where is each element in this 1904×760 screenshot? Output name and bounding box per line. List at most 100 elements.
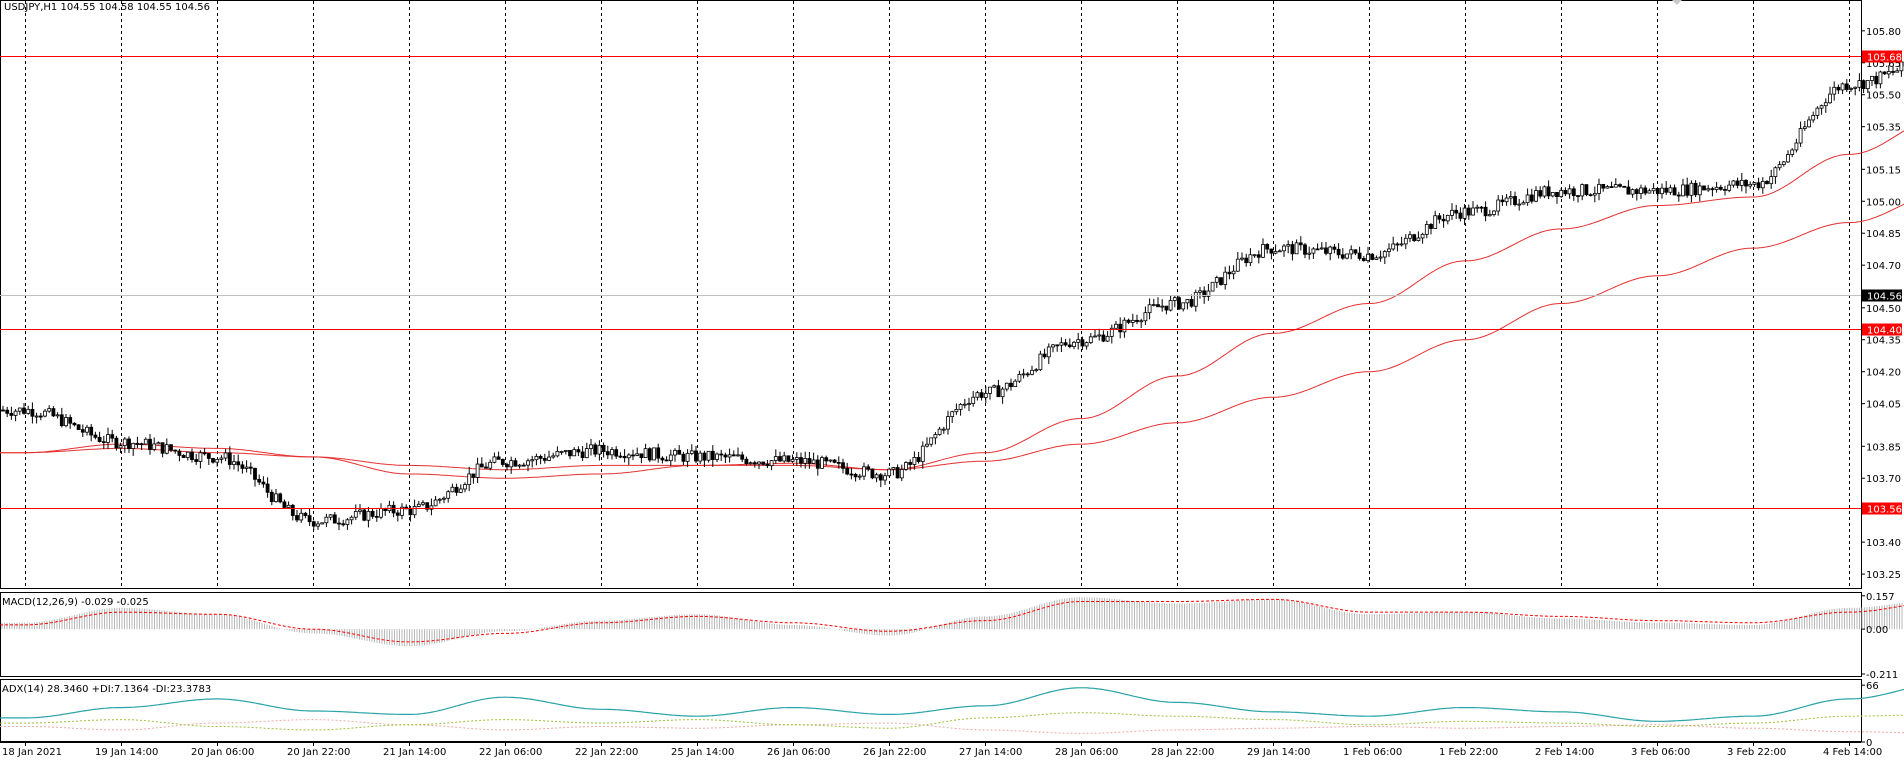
candle	[1693, 180, 1698, 198]
candle-body	[1332, 246, 1337, 250]
candle-body	[1042, 353, 1047, 358]
candle	[622, 449, 627, 463]
candle-body	[1118, 323, 1123, 333]
candle	[1097, 328, 1102, 341]
candle-body	[668, 454, 673, 462]
candle-body	[1735, 180, 1740, 186]
candle	[1639, 184, 1643, 199]
candle-body	[295, 515, 299, 521]
candle	[1744, 179, 1748, 194]
candle	[920, 441, 925, 469]
candle	[1118, 317, 1123, 339]
candle	[51, 406, 56, 418]
candle	[656, 443, 661, 463]
candle	[17, 407, 22, 415]
adx-panel[interactable]: ADX(14) 28.3460 +DI:7.1364 -DI:23.3783	[0, 679, 1904, 742]
candle-body	[1790, 149, 1795, 155]
candle-body	[391, 504, 396, 514]
candle-body	[778, 456, 782, 462]
candle-body	[1034, 369, 1039, 372]
candle	[1420, 232, 1425, 244]
candle	[227, 446, 232, 470]
candle	[580, 446, 585, 461]
candle	[5, 406, 10, 418]
candle	[832, 459, 837, 464]
candle-body	[1353, 249, 1358, 254]
candle	[866, 464, 871, 472]
candle	[618, 452, 623, 459]
time-tick-label: 4 Feb 14:00	[1823, 747, 1882, 758]
candle-body	[1319, 247, 1324, 250]
candle	[1231, 265, 1236, 280]
scroll-marker-icon[interactable]	[1672, 0, 1682, 5]
candle	[169, 444, 173, 453]
candle	[471, 473, 476, 484]
candle	[820, 455, 824, 469]
macd-panel[interactable]: MACD(12,26,9) -0.029 -0.025	[0, 592, 1904, 677]
candle	[1214, 275, 1219, 288]
candle-body	[799, 457, 803, 464]
candle-body	[76, 424, 81, 430]
candle	[1256, 250, 1261, 264]
candle	[1651, 183, 1656, 195]
candle-body	[954, 409, 959, 413]
candle	[500, 458, 505, 467]
candle	[954, 403, 959, 415]
candle-body	[967, 403, 971, 405]
candle-body	[13, 410, 18, 416]
candle-body	[278, 493, 283, 503]
candle	[962, 398, 967, 409]
candle-body	[1882, 71, 1887, 75]
candle	[106, 427, 110, 449]
horizontal-levels[interactable]	[0, 56, 1861, 509]
candle-body	[1193, 291, 1198, 307]
candle	[127, 436, 131, 453]
time-axis[interactable]: 18 Jan 2021 19 Jan 14:00 20 Jan 06:00 20 Ja…	[0, 742, 1904, 758]
macd-panel-frame	[0, 592, 1862, 677]
candle-body	[1660, 187, 1664, 195]
candle-body	[933, 434, 938, 439]
candle	[677, 445, 682, 455]
adx-tick-label: 0	[1866, 738, 1872, 749]
candle	[1466, 204, 1471, 220]
macd-panel-title: MACD(12,26,9) -0.029 -0.025	[2, 597, 149, 608]
candle-body	[1618, 184, 1622, 187]
candle	[395, 510, 400, 522]
time-tick-label: 26 Jan 06:00	[767, 747, 830, 758]
candle-body	[1744, 179, 1748, 187]
price-axis[interactable]: 105.80 105.65 105.50 105.35 105.15 105.00 104.…	[1861, 27, 1901, 581]
candle	[1588, 193, 1593, 197]
candle	[765, 459, 770, 469]
candle-body	[1445, 214, 1450, 222]
candle-body	[1748, 183, 1753, 187]
adx-minus-di-line	[0, 719, 1904, 734]
candle	[1567, 184, 1572, 199]
candle-body	[1672, 187, 1677, 196]
candle-body	[366, 510, 371, 521]
candle-body	[1324, 247, 1328, 254]
candle-body	[1739, 179, 1744, 186]
candle-body	[320, 522, 325, 525]
candle-body	[5, 409, 10, 414]
candle-body	[240, 464, 245, 469]
level-tag-box	[1862, 323, 1902, 336]
candle-body	[1807, 119, 1811, 128]
candle-body	[979, 392, 984, 398]
candle-body	[1819, 105, 1824, 109]
candle-body	[1290, 244, 1295, 255]
price-panel[interactable]: USDJPY,H1 104.55 104.58 104.55 104.56	[0, 0, 1904, 742]
candle	[912, 451, 917, 470]
candle-body	[1769, 176, 1774, 185]
candle	[1739, 172, 1744, 192]
candle-body	[996, 385, 1001, 398]
candle-body	[647, 448, 652, 461]
candle	[710, 445, 715, 467]
candle	[1273, 244, 1278, 255]
candle-body	[374, 515, 379, 518]
candle	[496, 451, 501, 460]
candle-body	[1382, 251, 1387, 258]
candle	[1370, 253, 1375, 261]
candle	[584, 442, 589, 459]
candle	[1496, 195, 1501, 216]
